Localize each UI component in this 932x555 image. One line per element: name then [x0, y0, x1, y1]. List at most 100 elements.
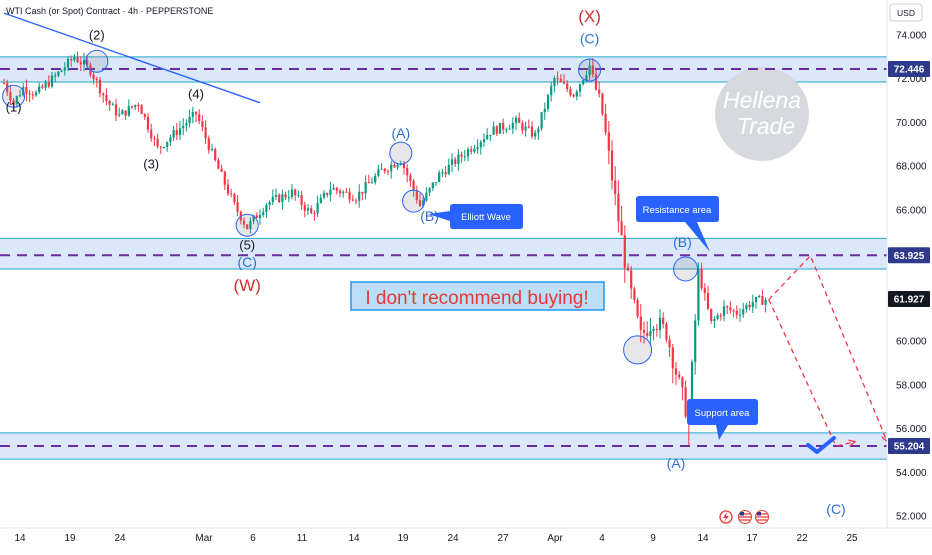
callout-support-area[interactable]: Support area	[687, 399, 758, 440]
candle-body	[262, 211, 265, 216]
candle-body	[489, 134, 492, 136]
candle-body	[169, 137, 172, 142]
candle-body	[594, 74, 598, 90]
candle-body	[2, 83, 6, 85]
candle-body	[63, 67, 66, 71]
x-tick-label: 24	[114, 533, 126, 544]
candle-body	[482, 139, 486, 142]
candle-body	[220, 168, 223, 172]
candle-body	[710, 308, 713, 322]
candle-body	[182, 125, 185, 129]
pivot-circle	[85, 49, 109, 73]
candle-body	[73, 57, 76, 61]
y-tick-label: 66.000	[896, 205, 927, 216]
candle-body	[140, 105, 143, 115]
wave-label: (1)	[6, 100, 22, 115]
time-axis[interactable]: 14 19 24 Mar 6 11 14 19 24 27 Apr 4 9 14 17 22 25	[0, 527, 932, 544]
candle-body	[207, 138, 210, 151]
pivot-circle	[623, 335, 653, 365]
candle-body	[668, 339, 671, 348]
event-icons[interactable]	[719, 510, 769, 524]
pivot-circles	[2, 49, 699, 365]
price-badges: 72.446 63.925 61.927 55.204	[888, 60, 930, 454]
candle-body	[57, 71, 60, 76]
candle-body	[697, 268, 700, 321]
candle-body	[722, 306, 726, 316]
candle-body	[31, 94, 34, 96]
candle-body	[124, 110, 127, 116]
candle-body	[575, 91, 578, 97]
candle-body	[518, 118, 521, 124]
candle-body	[550, 86, 553, 96]
candle-body	[706, 293, 710, 309]
candle-body	[47, 82, 50, 87]
candle-body	[41, 86, 44, 88]
candle-body	[460, 154, 463, 157]
x-tick-label: 14	[14, 533, 26, 544]
candle-body	[566, 83, 569, 90]
candle-body	[338, 190, 342, 194]
x-tick-label: 11	[297, 533, 308, 544]
candle-body	[178, 128, 182, 135]
candle-body	[534, 132, 537, 137]
candle-body	[54, 75, 57, 77]
us-flag-icon[interactable]	[738, 510, 752, 524]
candle-body	[38, 86, 41, 93]
candle-body	[380, 168, 383, 170]
candle-body	[537, 128, 540, 133]
candle-body	[354, 200, 358, 202]
candle-body	[281, 194, 284, 202]
candle-body	[598, 89, 601, 94]
candle-body	[95, 78, 98, 80]
candle-body	[639, 316, 642, 330]
candle-body	[351, 199, 354, 201]
price-badge-bg	[888, 290, 930, 307]
candle-body	[447, 164, 450, 175]
candle-body	[242, 220, 246, 225]
currency-button[interactable]: USD	[889, 3, 923, 22]
projection-arrowhead-0	[848, 439, 857, 447]
price-axis[interactable]: USD 74.00072.00070.00068.00066.00064.000…	[886, 0, 932, 550]
x-tick-label: 17	[746, 533, 758, 544]
candle-body	[201, 121, 204, 128]
candle-body	[610, 150, 614, 181]
candle-body	[546, 95, 550, 109]
candle-body	[626, 267, 630, 271]
candle-body	[562, 81, 566, 84]
candle-body	[582, 80, 585, 85]
candle-body	[684, 387, 687, 417]
y-tick-label: 70.000	[896, 118, 927, 129]
candle-body	[633, 288, 636, 301]
price-badge-label: 63.925	[894, 251, 925, 262]
candle-body	[214, 148, 217, 161]
candle-body	[121, 110, 124, 115]
candle-body	[479, 141, 482, 148]
price-badge-label: 72.446	[894, 64, 925, 75]
candle-body	[287, 197, 290, 199]
candle-body	[108, 101, 111, 105]
candle-body	[527, 126, 530, 128]
candle-body	[422, 200, 425, 206]
candle-body	[649, 330, 652, 336]
candle-body	[332, 188, 335, 190]
candle-body	[588, 65, 591, 76]
trendline	[3, 12, 261, 104]
candle-body	[79, 62, 82, 65]
recommendation-note: I don't recommend buying!	[350, 281, 605, 311]
us-flag-icon-2[interactable]	[755, 510, 769, 524]
candle-body	[114, 104, 118, 116]
candle-body	[601, 93, 604, 115]
candle-body	[652, 329, 655, 331]
lightning-icon[interactable]	[719, 510, 733, 524]
candle-body	[255, 215, 258, 219]
callout-elliott-wave[interactable]: Elliott Wave	[428, 204, 523, 229]
x-tick-label: 27	[497, 533, 509, 544]
callout-resistance-area[interactable]: Resistance area	[636, 196, 719, 252]
candle-body	[642, 329, 646, 333]
x-tick-label: Mar	[195, 533, 213, 544]
candle-body	[463, 156, 466, 158]
candle-body	[102, 93, 105, 96]
candle-body	[76, 57, 79, 63]
x-tick-label: 4	[599, 533, 605, 544]
